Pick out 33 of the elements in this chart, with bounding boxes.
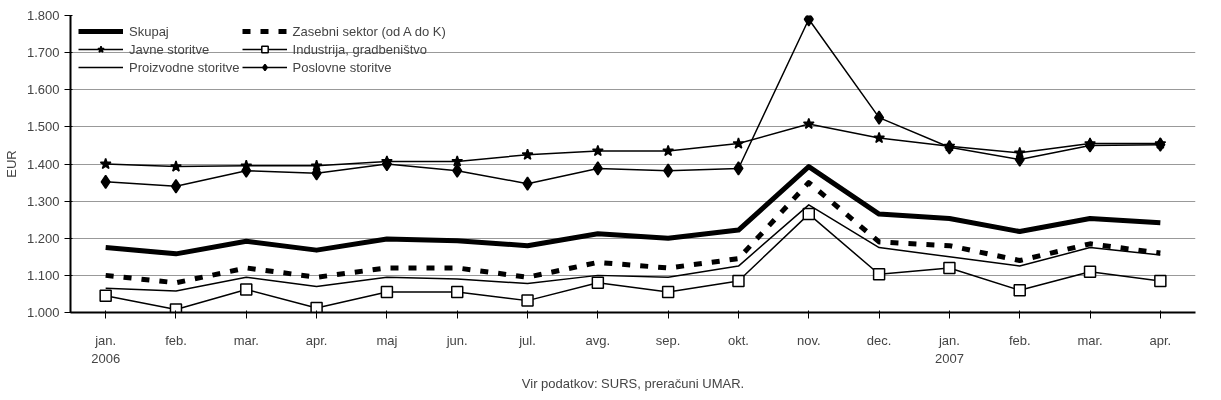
x-tick-label: feb. — [165, 332, 187, 348]
x-tick-label: dec. — [866, 332, 892, 348]
y-tick-label: 1.800 — [26, 8, 60, 23]
x-tick-label: jun. — [445, 332, 468, 348]
y-tick-label: 1.300 — [26, 193, 60, 209]
text: Vir podatkov: SURS, preračuni UMAR. — [521, 375, 745, 391]
y-axis-title: EUR — [3, 150, 19, 178]
x-tick-label: jan. 2007 — [934, 332, 964, 366]
x-tick-label: apr. — [1149, 332, 1172, 348]
y-tick-label: 1.700 — [26, 45, 60, 61]
x-tick-label: apr. — [305, 332, 328, 348]
x-tick-label: okt. — [727, 332, 749, 348]
legend-label: Zasebni sektor (od A do K) — [292, 23, 446, 39]
y-tick-label: 1.500 — [26, 119, 60, 135]
y-tick-label: 1.400 — [26, 156, 60, 172]
y-tick-label: 1.600 — [26, 82, 60, 98]
y-tick-label: 1.000 — [26, 305, 60, 320]
x-tick-label: jan. 2006 — [91, 332, 121, 366]
legend-label: Proizvodne storitve — [129, 59, 240, 75]
x-tick-label: jul. — [518, 332, 536, 348]
x-tick-label: avg. — [585, 332, 611, 348]
x-tick-label: sep. — [655, 332, 681, 348]
x-tick-label: mar. — [1077, 332, 1103, 348]
legend-label: Javne storitve — [129, 41, 210, 57]
y-tick-label: 1.100 — [26, 267, 60, 283]
x-tick-label: mar. — [233, 332, 259, 348]
legend-label: Industrija, gradbeništvo — [292, 41, 427, 57]
x-tick-label: nov. — [796, 332, 821, 348]
x-tick-label: feb. — [1008, 332, 1031, 348]
legend-label: Skupaj — [129, 23, 169, 39]
y-tick-label: 1.200 — [26, 230, 60, 246]
legend-label: Poslovne storitve — [292, 59, 392, 75]
x-tick-label: maj — [376, 332, 398, 348]
